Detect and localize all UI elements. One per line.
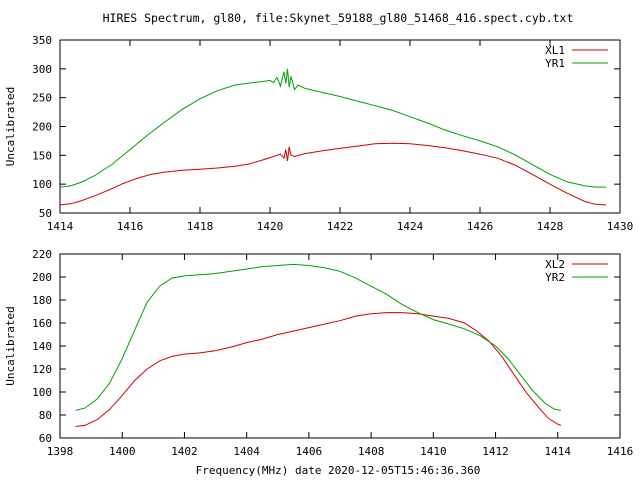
legend-label: XL1 [545,44,565,57]
x-tick-label: 1408 [358,445,385,458]
y-tick-label: 200 [32,121,52,134]
series-line-xl2 [75,312,562,427]
y-tick-label: 120 [32,363,52,376]
x-tick-label: 1412 [482,445,509,458]
x-tick-label: 1402 [171,445,198,458]
x-tick-label: 1414 [545,445,572,458]
y-tick-label: 250 [32,92,52,105]
x-tick-label: 1398 [47,445,74,458]
y-tick-label: 140 [32,340,52,353]
y-tick-label: 100 [32,386,52,399]
x-tick-label: 1428 [537,220,564,233]
y-tick-label: 200 [32,271,52,284]
y-tick-label: 60 [39,432,52,445]
x-tick-label: 1404 [233,445,260,458]
y-tick-label: 160 [32,317,52,330]
y-tick-label: 220 [32,248,52,261]
y-tick-label: 150 [32,149,52,162]
y-tick-label: 50 [39,207,52,220]
x-tick-label: 1430 [607,220,634,233]
x-axis-label: Frequency(MHz) date 2020-12-05T15:46:36.… [196,464,481,477]
series-line-xl1 [59,142,607,206]
bottom-panel: 60 80 100 120 140 160 180 200 220 1398 1400 1402 140… [4,248,633,458]
y-tick-label: 180 [32,294,52,307]
plot-frame [59,39,621,214]
y-tick-label: 300 [32,63,52,76]
x-tick-label: 1410 [420,445,447,458]
plot-frame [59,253,621,439]
x-tick-label: 1426 [467,220,494,233]
x-tick-label: 1424 [397,220,424,233]
x-tick-label: 1418 [187,220,214,233]
x-tick-label: 1416 [607,445,634,458]
legend-label: XL2 [545,258,565,271]
x-tick-label: 1416 [117,220,144,233]
series-line-yr1 [59,68,606,188]
figure-title: HIRES Spectrum, gl80, file:Skynet_59188_… [103,11,574,25]
top-panel: 50 100 150 200 250 300 350 1414 1416 1418 1420 1422… [4,34,633,233]
x-tick-label: 1414 [47,220,74,233]
y-axis-label: Uncalibrated [4,306,17,385]
legend-label: YR2 [545,271,565,284]
legend-label: YR1 [545,57,565,70]
x-tick-label: 1406 [296,445,323,458]
series-line-yr2 [75,263,561,411]
y-tick-label: 100 [32,178,52,191]
y-tick-label: 350 [32,34,52,47]
y-axis-label: Uncalibrated [4,87,17,166]
y-tick-label: 80 [39,409,52,422]
x-tick-label: 1420 [257,220,284,233]
x-tick-label: 1422 [327,220,354,233]
x-tick-label: 1400 [109,445,136,458]
